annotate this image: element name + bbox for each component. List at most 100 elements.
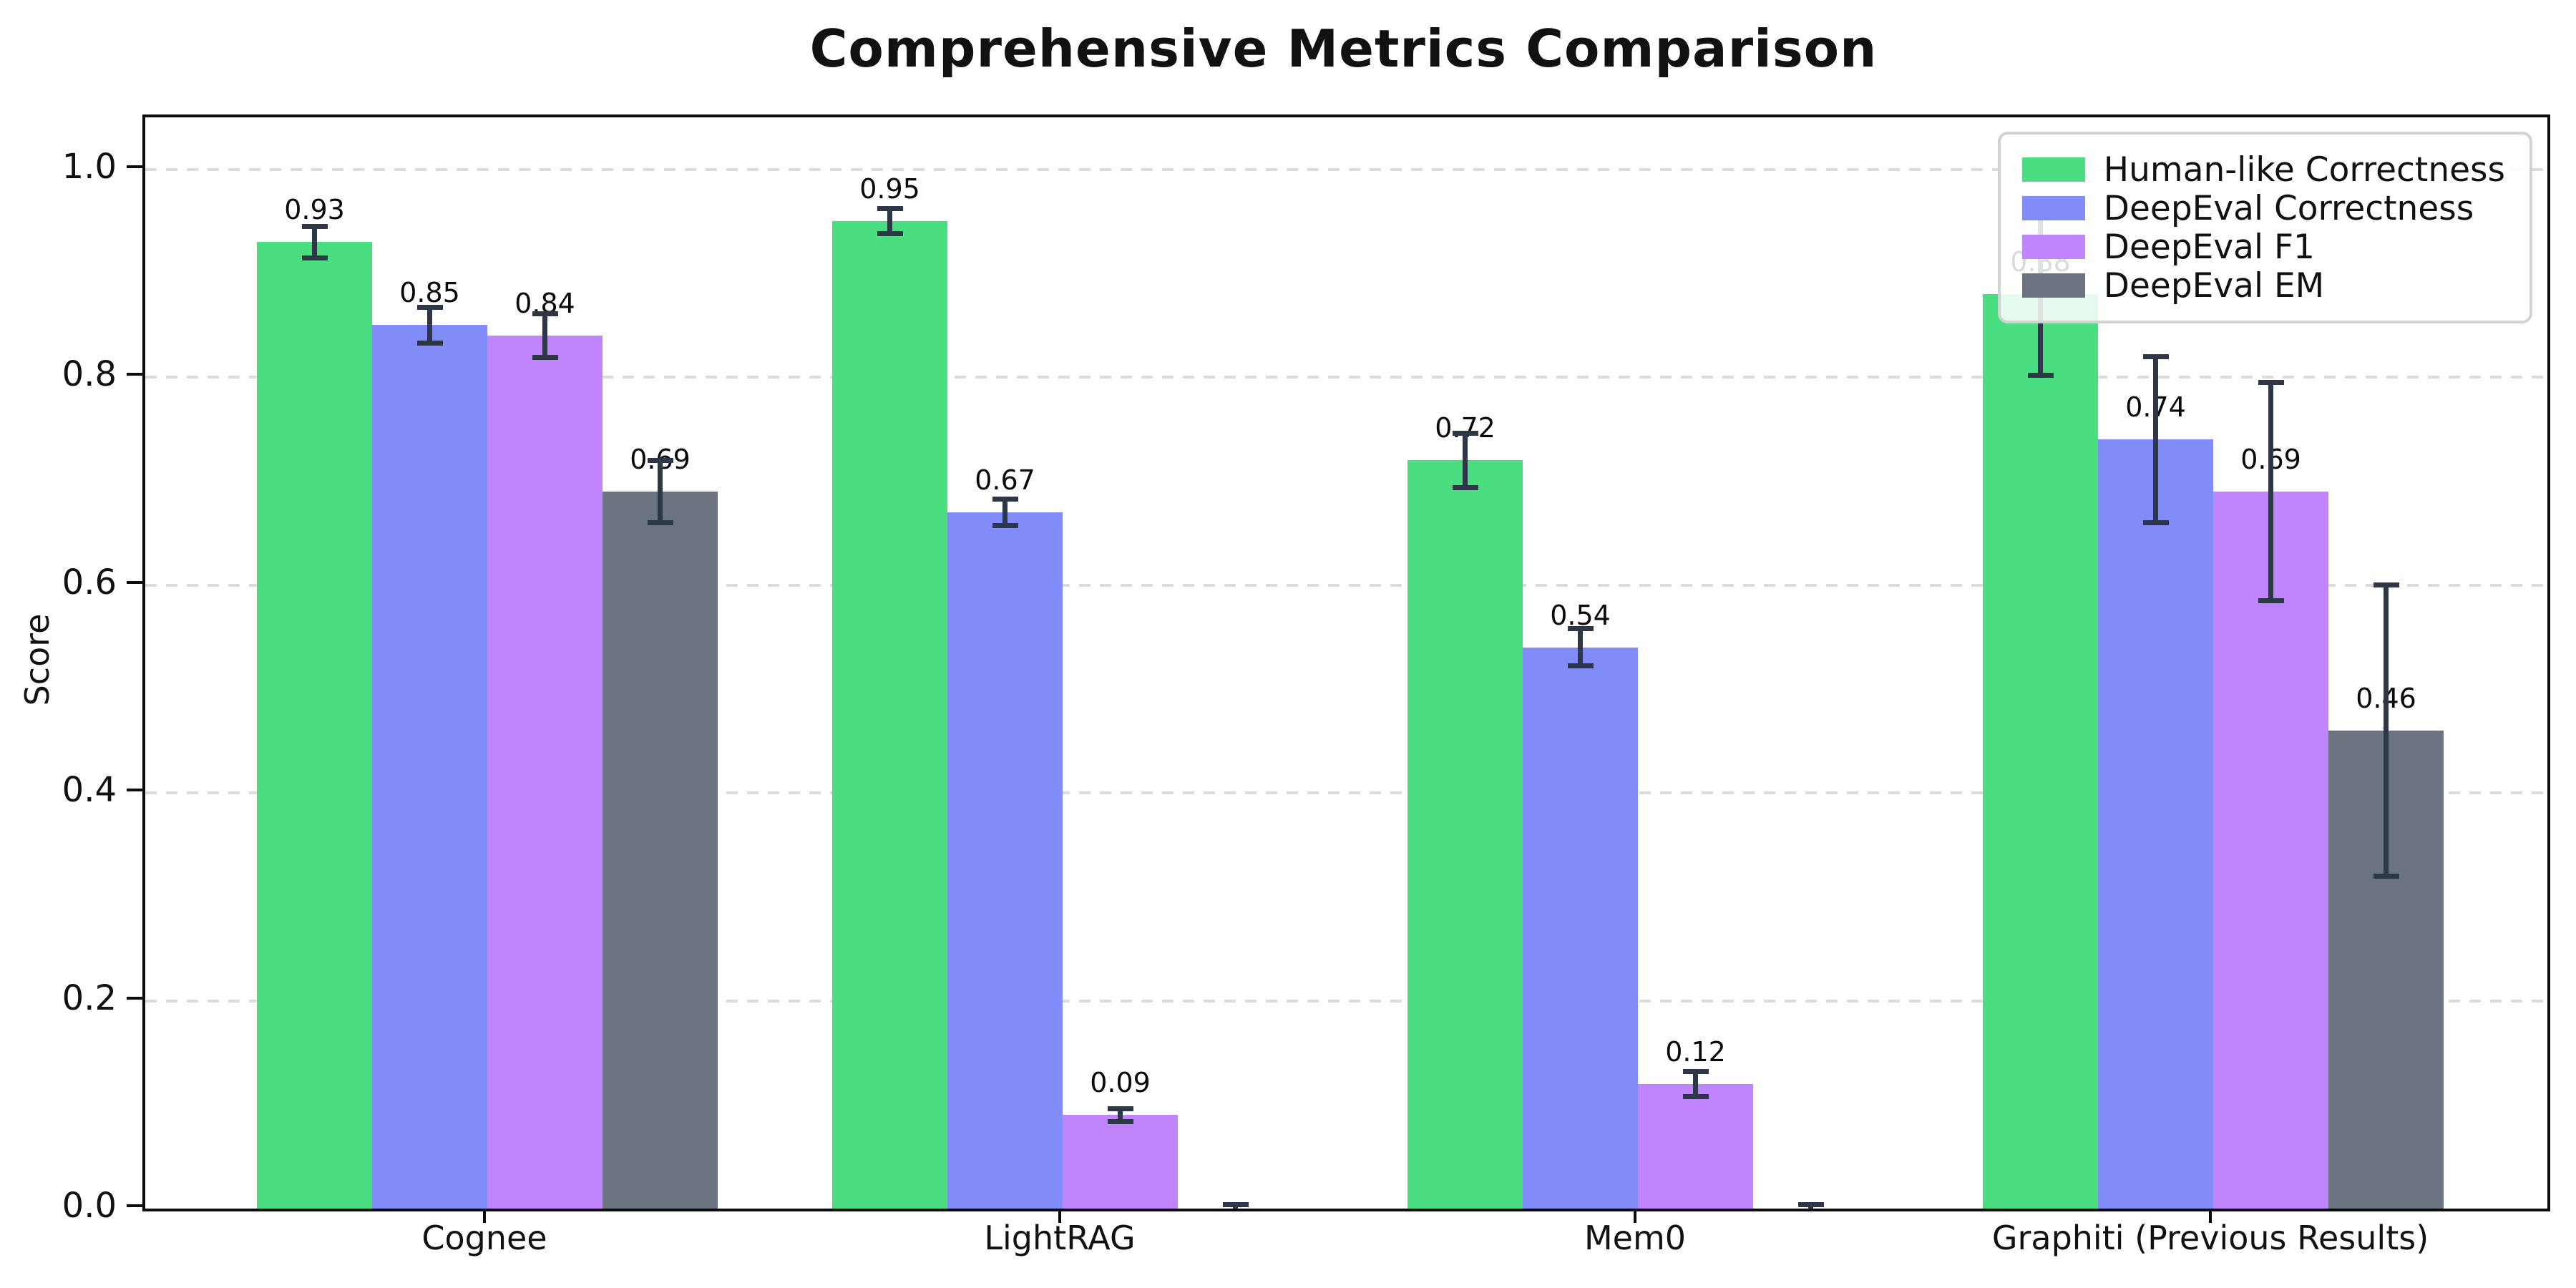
- error-bar-cap-bottom: [877, 231, 903, 237]
- legend-label: Human-like Correctness: [2103, 150, 2505, 190]
- error-bar-cap-bottom: [647, 519, 673, 525]
- error-bar-cap-bottom: [2373, 873, 2399, 879]
- error-bar-cap-top: [647, 457, 673, 463]
- bar-value-label: 0.09: [1090, 1067, 1151, 1099]
- y-tick-mark: [127, 789, 142, 792]
- plot-canvas: 0.930.950.720.880.850.670.540.740.840.09…: [145, 117, 2547, 1209]
- y-tick-label: 1.0: [62, 146, 117, 187]
- gridline: [145, 791, 2547, 795]
- legend-label: DeepEval EM: [2103, 265, 2325, 306]
- x-tick-mark: [1058, 1209, 1061, 1223]
- legend-item: DeepEval EM: [2021, 265, 2505, 306]
- y-tick-label: 0.2: [62, 977, 117, 1018]
- error-bar-line: [542, 313, 547, 358]
- error-bar-line: [887, 208, 892, 234]
- x-tick-label: LightRAG: [984, 1219, 1136, 1257]
- bar: [832, 221, 947, 1209]
- bar: [1983, 293, 2098, 1209]
- error-bar-cap-top: [1107, 1106, 1133, 1112]
- error-bar-cap-bottom: [301, 255, 328, 260]
- gridline: [145, 167, 2547, 171]
- error-bar-cap-top: [2142, 353, 2169, 359]
- y-tick-mark: [127, 996, 142, 1000]
- error-bar-cap-bottom: [1567, 663, 1594, 669]
- x-tick-mark: [2209, 1209, 2212, 1223]
- error-bar-cap-top: [1452, 431, 1478, 436]
- bar: [257, 242, 372, 1209]
- y-tick-label: 0.0: [62, 1186, 117, 1226]
- error-bar-cap-top: [877, 206, 903, 212]
- bar-value-label: 0.95: [859, 173, 920, 205]
- legend-swatch: [2021, 235, 2085, 259]
- bar: [1638, 1083, 1753, 1209]
- error-bar-line: [1693, 1071, 1698, 1097]
- legend-item: DeepEval F1: [2021, 227, 2505, 267]
- legend-swatch: [2021, 273, 2085, 298]
- x-tick-label: Cognee: [421, 1219, 547, 1257]
- bar: [2213, 491, 2328, 1209]
- y-tick-label: 0.6: [62, 562, 117, 602]
- error-bar-line: [1463, 433, 1468, 488]
- error-bar-cap-bottom: [1452, 484, 1478, 490]
- bar: [602, 491, 718, 1209]
- plot-area: 0.930.950.720.880.850.670.540.740.840.09…: [142, 114, 2550, 1211]
- bar: [372, 325, 487, 1209]
- error-bar-line: [2153, 356, 2158, 523]
- error-bar-line: [2268, 382, 2273, 601]
- legend-item: DeepEval Correctness: [2021, 188, 2505, 228]
- error-bar-cap-top: [1567, 626, 1594, 632]
- gridline: [145, 583, 2547, 587]
- error-bar-cap-top: [301, 224, 328, 229]
- error-bar-cap-top: [532, 311, 558, 316]
- legend-swatch: [2021, 157, 2085, 182]
- bar: [487, 336, 602, 1209]
- x-tick-mark: [483, 1209, 486, 1223]
- bar: [1407, 460, 1523, 1209]
- legend-label: DeepEval F1: [2103, 227, 2315, 267]
- x-tick-label: Mem0: [1584, 1219, 1687, 1257]
- y-tick-label: 0.8: [62, 354, 117, 395]
- error-bar-line: [2384, 585, 2389, 877]
- error-bar-line: [312, 226, 317, 258]
- error-bar-line: [1578, 628, 1583, 666]
- error-bar-cap-top: [992, 496, 1018, 502]
- error-bar-cap-bottom: [416, 340, 443, 346]
- error-bar-cap-top: [1682, 1068, 1709, 1074]
- error-bar-cap-bottom: [2258, 597, 2284, 603]
- y-axis-label: Score: [18, 613, 57, 706]
- bar-value-label: 0.93: [284, 194, 345, 226]
- gridline: [145, 999, 2547, 1002]
- legend-swatch: [2021, 196, 2085, 220]
- error-bar-cap-bottom: [2027, 372, 2054, 378]
- bar-value-label: 0.67: [975, 464, 1035, 496]
- error-bar-line: [658, 460, 663, 523]
- legend-item: Human-like Correctness: [2021, 150, 2505, 190]
- bar: [947, 512, 1063, 1209]
- error-bar-cap-top: [1222, 1201, 1249, 1207]
- bar: [1523, 647, 1638, 1209]
- y-tick-mark: [127, 1204, 142, 1207]
- y-tick-mark: [127, 165, 142, 168]
- chart-title: Comprehensive Metrics Comparison: [809, 19, 1878, 79]
- bar: [2098, 439, 2213, 1209]
- gridline: [145, 376, 2547, 379]
- y-tick-mark: [127, 580, 142, 584]
- error-bar-line: [427, 307, 432, 343]
- error-bar-cap-bottom: [992, 523, 1018, 529]
- error-bar-cap-top: [2258, 379, 2284, 385]
- legend-label: DeepEval Correctness: [2103, 188, 2474, 228]
- error-bar-cap-top: [2373, 582, 2399, 588]
- error-bar-cap-bottom: [1682, 1093, 1709, 1099]
- error-bar-cap-bottom: [2142, 519, 2169, 525]
- bar: [1063, 1115, 1178, 1209]
- error-bar-cap-top: [1797, 1201, 1824, 1207]
- y-tick-mark: [127, 373, 142, 376]
- error-bar-cap-top: [416, 305, 443, 311]
- x-tick-label: Graphiti (Previous Results): [1991, 1219, 2429, 1257]
- bar-value-label: 0.12: [1665, 1035, 1726, 1068]
- x-tick-mark: [1634, 1209, 1636, 1223]
- error-bar-line: [1118, 1108, 1123, 1121]
- error-bar-cap-bottom: [1107, 1118, 1133, 1124]
- error-bar-line: [1002, 499, 1008, 526]
